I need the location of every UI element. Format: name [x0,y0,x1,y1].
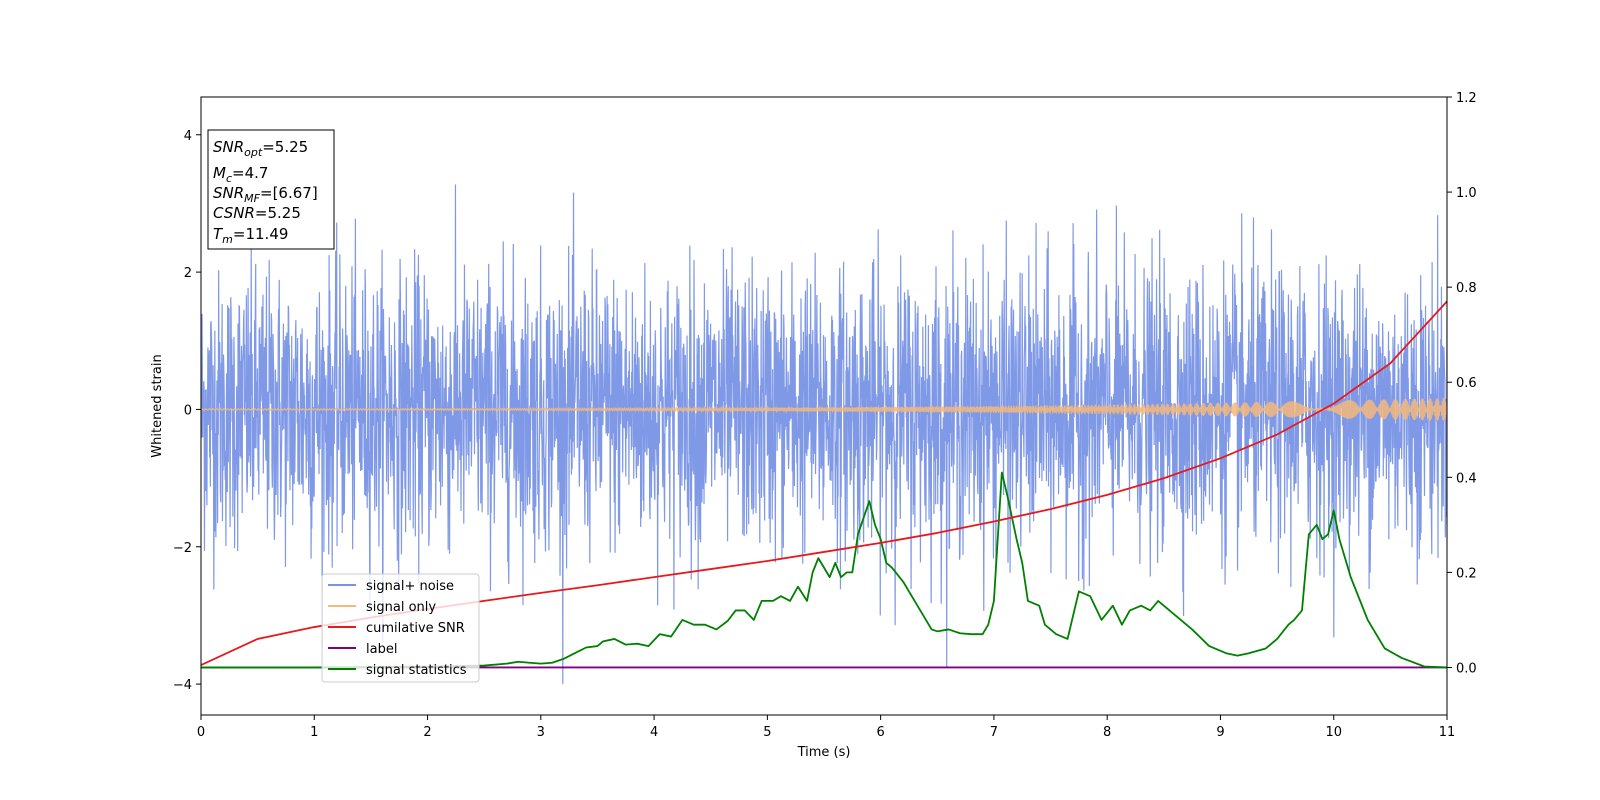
legend-item-label: label [328,642,397,657]
x-tick-label: 6 [876,725,884,740]
y-axis-label: Whitened strain [150,354,165,457]
y-left-tick-label: −2 [173,541,192,556]
y-right-tick-label: 0.8 [1456,281,1477,296]
x-tick-label: 11 [1439,725,1456,740]
info-snr-mf: SNRMF=[6.67] [213,184,318,205]
x-tick-label: 1 [310,725,318,740]
legend-item-signal-statistics: signal statistics [328,663,467,678]
info-csnr: CSNR=5.25 [213,204,301,222]
info-box: SNRopt=5.25 Mc=4.7 SNRMF=[6.67] CSNR=5.2… [207,129,335,250]
legend: signal+ noise signal only cumilative SNR… [321,573,480,683]
legend-label-signal-plus-noise: signal+ noise [366,579,454,594]
info-tm: Tm=11.49 [213,225,288,246]
x-axis: 0 1 2 3 4 5 6 7 8 9 10 11 [197,715,1455,740]
series-signal-plus-noise [201,184,1447,685]
y-axis-right: 0.0 0.2 0.4 0.6 0.8 1.0 1.2 [1447,91,1477,676]
info-box-frame [207,129,335,250]
x-tick-label: 5 [763,725,771,740]
legend-label-signal-statistics: signal statistics [366,663,467,678]
legend-label-cumilative-snr: cumilative SNR [366,621,465,636]
legend-frame [321,573,480,683]
legend-label-label: label [366,642,397,657]
y-right-tick-label: 0.6 [1456,376,1477,391]
legend-item-signal-plus-noise: signal+ noise [328,579,454,594]
y-left-tick-label: 2 [184,266,192,281]
noise-line [201,184,1447,685]
plot-frame [200,96,1448,716]
y-left-tick-label: 4 [184,129,192,144]
y-right-tick-label: 1.2 [1456,91,1477,106]
legend-label-signal-only: signal only [366,600,436,615]
x-tick-label: 0 [197,725,205,740]
info-snr-opt: SNRopt=5.25 [213,138,308,159]
legend-item-signal-only: signal only [328,600,436,615]
legend-item-cumilative-snr: cumilative SNR [328,621,465,636]
y-axis-left: −4 −2 0 2 4 [173,129,201,693]
y-left-tick-label: 0 [184,403,192,418]
y-right-tick-label: 0.2 [1456,566,1477,581]
x-tick-label: 7 [990,725,998,740]
x-tick-label: 2 [423,725,431,740]
x-axis-label: Time (s) [797,745,851,760]
y-left-tick-label: −4 [173,678,192,693]
info-mc: Mc=4.7 [213,164,268,185]
series-signal-only [201,398,1447,422]
y-right-tick-label: 1.0 [1456,186,1477,201]
x-tick-label: 10 [1325,725,1342,740]
signal-line [201,398,1447,422]
x-tick-label: 4 [650,725,658,740]
x-tick-label: 8 [1103,725,1111,740]
x-tick-label: 9 [1216,725,1224,740]
series-signal-statistics [201,471,1447,669]
x-tick-label: 3 [537,725,545,740]
y-right-tick-label: 0.0 [1456,661,1477,676]
y-right-tick-label: 0.4 [1456,471,1477,486]
signal-statistics-line [201,471,1447,669]
